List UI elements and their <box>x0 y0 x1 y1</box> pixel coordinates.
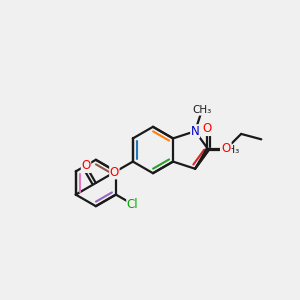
Text: CH₃: CH₃ <box>220 145 240 155</box>
Text: O: O <box>110 166 119 179</box>
Text: N: N <box>191 125 200 138</box>
Text: CH₃: CH₃ <box>192 105 212 115</box>
Text: O: O <box>222 142 231 155</box>
Text: Cl: Cl <box>127 198 138 211</box>
Text: O: O <box>81 159 91 172</box>
Text: O: O <box>202 122 211 136</box>
